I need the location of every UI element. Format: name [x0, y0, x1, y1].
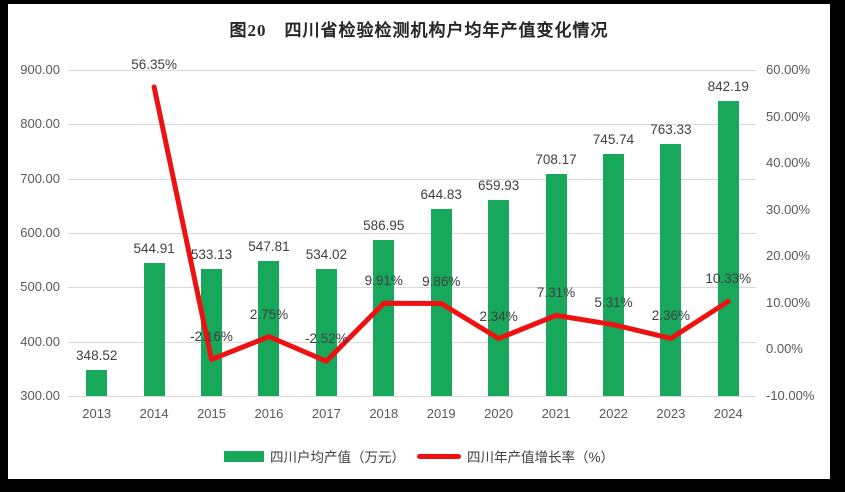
legend-item-bar-series: 四川户均产值（万元）	[223, 446, 405, 466]
x-axis-tick-2014: 2014	[139, 406, 169, 421]
y-axis-tick-left: 400.00	[20, 333, 60, 349]
rate-label-2023: 2.36%	[651, 308, 691, 324]
rate-label-2017: -2.52%	[304, 331, 348, 347]
x-axis-tick-2016: 2016	[254, 406, 284, 421]
bar-value-label-2020: 659.93	[477, 178, 520, 194]
line-series-swatch-icon	[416, 453, 461, 459]
rate-label-2018: 9.91%	[364, 273, 403, 289]
y-axis-tick-right: -10.00%	[766, 388, 815, 403]
bar-2023	[660, 144, 682, 396]
rate-label-2014: 56.35%	[131, 56, 178, 72]
rate-label-2021: 7.31%	[536, 285, 576, 301]
legend-label-line-series: 四川年产值增长率（%）	[466, 450, 614, 465]
bar-value-label-2024: 842.19	[707, 79, 749, 95]
x-axis-tick-2019: 2019	[426, 406, 456, 421]
x-axis-tick-2013: 2013	[82, 406, 112, 421]
bar-value-label-2017: 534.02	[305, 246, 348, 262]
rate-label-2022: 5.31%	[594, 294, 633, 310]
bar-2022	[602, 153, 624, 396]
chart-area: 图20 四川省检验检测机构户均年产值变化情况 900.00 800.00 700.0…	[8, 4, 830, 479]
x-axis-tick-2015: 2015	[197, 406, 226, 421]
bar-2019	[430, 208, 452, 396]
legend-item-line-series: 四川年产值增长率（%）	[416, 446, 614, 466]
x-axis-tick-2023: 2023	[656, 406, 686, 421]
bar-value-label-2021: 708.17	[535, 152, 577, 168]
bar-2016	[258, 261, 280, 396]
y-axis-tick-left: 600.00	[20, 225, 60, 240]
chart-title: 图20 四川省检验检测机构户均年产值变化情况	[229, 21, 609, 40]
y-axis-tick-left: 500.00	[20, 279, 60, 295]
bar-2024	[717, 101, 739, 396]
bar-series-swatch-icon	[223, 450, 264, 462]
x-axis-tick-2017: 2017	[311, 406, 341, 421]
bar-2020	[488, 200, 510, 396]
x-axis-tick-2024: 2024	[713, 406, 743, 421]
x-axis-tick-2021: 2021	[541, 406, 571, 421]
rate-label-2024: 10.33%	[705, 271, 752, 287]
x-axis-tick-2018: 2018	[369, 406, 399, 421]
y-axis-tick-left: 700.00	[20, 170, 60, 186]
legend-label-bar-series: 四川户均产值（万元）	[269, 450, 405, 465]
rate-label-2015: -2.16%	[190, 329, 233, 345]
bar-2018	[373, 240, 395, 396]
y-axis-tick-right: 50.00%	[766, 108, 811, 124]
gridline	[68, 396, 757, 397]
y-axis-tick-right: 20.00%	[766, 248, 811, 264]
y-axis-tick-right: 60.00%	[766, 62, 811, 77]
x-axis-tick-2022: 2022	[598, 406, 628, 421]
y-axis-tick-right: 30.00%	[766, 201, 811, 217]
y-axis-tick-right: 0.00%	[766, 341, 803, 357]
bar-2014	[143, 262, 165, 396]
y-axis-tick-left: 900.00	[20, 62, 60, 77]
gridline	[68, 70, 757, 71]
y-axis-tick-right: 40.00%	[766, 155, 811, 171]
gridline	[68, 178, 757, 180]
y-axis-tick-left: 300.00	[20, 388, 60, 403]
y-axis-tick-right: 10.00%	[766, 294, 811, 310]
bar-value-label-2023: 763.33	[650, 122, 692, 138]
bar-value-label-2018: 586.95	[363, 218, 405, 234]
bar-value-label-2013: 348.52	[76, 347, 118, 363]
rate-label-2016: 2.75%	[249, 306, 289, 322]
rate-label-2019: 9.86%	[422, 273, 461, 289]
y-axis-tick-left: 800.00	[20, 116, 60, 132]
bar-2013	[86, 369, 108, 396]
x-axis-tick-2020: 2020	[484, 406, 514, 421]
rate-label-2020: 2.34%	[479, 308, 518, 324]
legend: 四川户均产值（万元） 四川年产值增长率（%）	[8, 446, 830, 466]
